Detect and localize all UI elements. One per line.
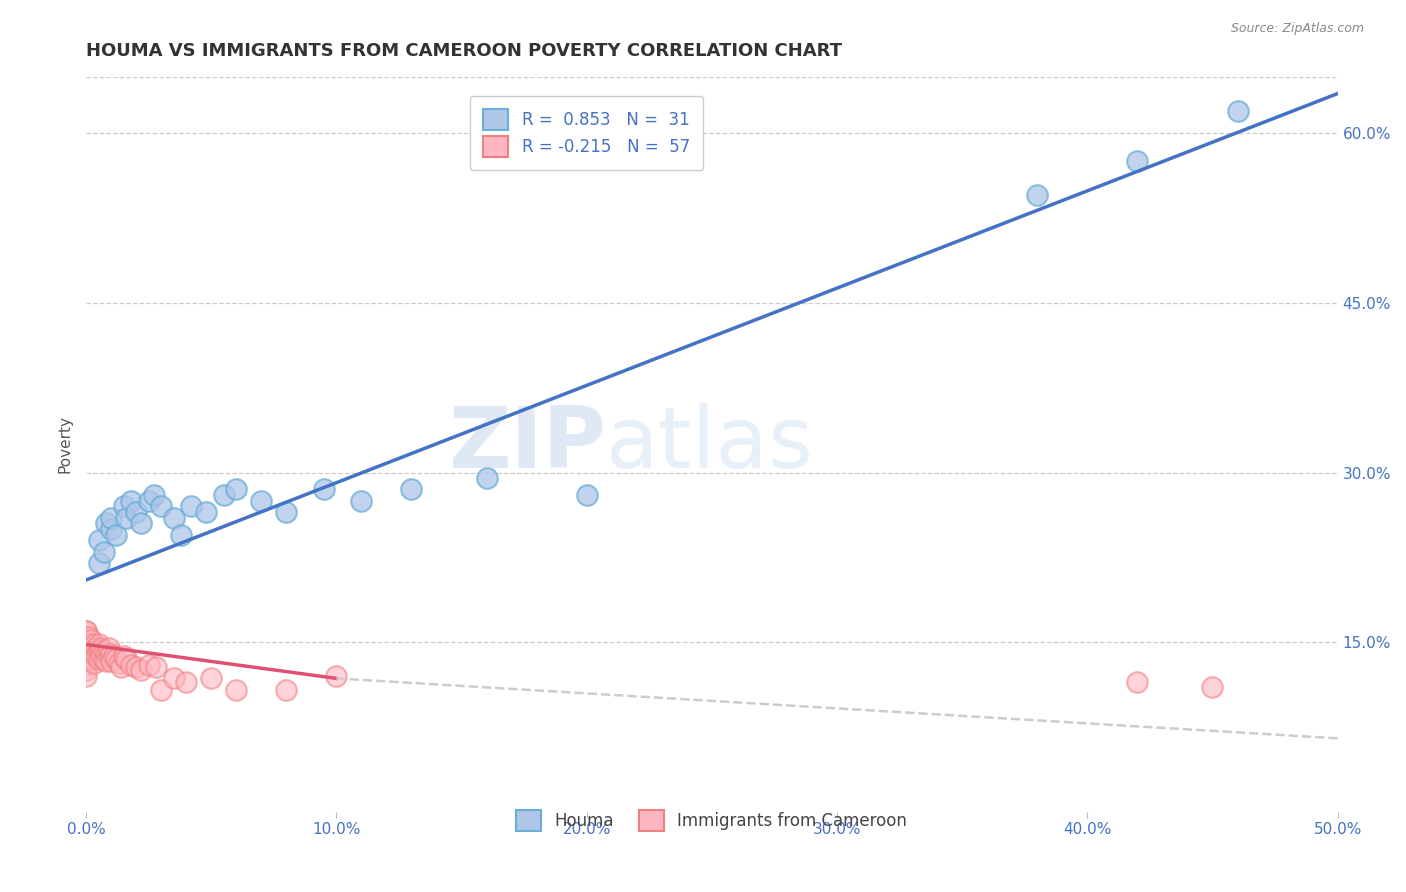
Point xyxy=(84,648,107,663)
Point xyxy=(112,500,135,514)
Point xyxy=(75,669,97,683)
Point xyxy=(112,648,135,663)
Point xyxy=(195,505,218,519)
Point xyxy=(75,630,97,644)
Point xyxy=(125,505,148,519)
Point xyxy=(107,656,129,670)
Point xyxy=(129,516,152,531)
Point xyxy=(115,510,138,524)
Point xyxy=(1026,188,1049,202)
Y-axis label: Poverty: Poverty xyxy=(58,416,72,474)
Point xyxy=(100,647,122,661)
Text: HOUMA VS IMMIGRANTS FROM CAMEROON POVERTY CORRELATION CHART: HOUMA VS IMMIGRANTS FROM CAMEROON POVERT… xyxy=(86,42,842,60)
Point xyxy=(80,652,103,666)
Point xyxy=(75,640,97,655)
Point xyxy=(350,493,373,508)
Point xyxy=(90,640,112,655)
Point xyxy=(212,488,235,502)
Text: atlas: atlas xyxy=(606,402,814,486)
Text: ZIP: ZIP xyxy=(447,402,606,486)
Point xyxy=(83,656,105,670)
Point xyxy=(75,657,97,672)
Point xyxy=(75,635,97,649)
Point xyxy=(105,527,128,541)
Point xyxy=(142,488,165,502)
Point xyxy=(100,510,122,524)
Point xyxy=(75,635,97,649)
Point xyxy=(75,664,97,678)
Point xyxy=(163,672,186,686)
Point xyxy=(150,682,173,697)
Point xyxy=(1126,154,1149,169)
Point xyxy=(75,624,97,638)
Point xyxy=(94,647,117,661)
Point xyxy=(83,647,105,661)
Point xyxy=(145,660,167,674)
Point xyxy=(120,493,142,508)
Point xyxy=(129,664,152,678)
Point xyxy=(75,640,97,655)
Point xyxy=(97,640,120,655)
Point xyxy=(87,556,110,570)
Point xyxy=(87,637,110,651)
Point xyxy=(83,637,105,651)
Point xyxy=(77,637,100,651)
Point xyxy=(94,655,117,669)
Point xyxy=(93,544,115,558)
Point xyxy=(575,488,598,502)
Point xyxy=(77,648,100,663)
Point xyxy=(276,505,298,519)
Point xyxy=(250,493,273,508)
Point xyxy=(97,648,120,663)
Point xyxy=(125,660,148,674)
Point xyxy=(84,640,107,655)
Point xyxy=(120,657,142,672)
Text: Source: ZipAtlas.com: Source: ZipAtlas.com xyxy=(1230,22,1364,36)
Point xyxy=(1201,681,1223,695)
Point xyxy=(225,483,247,497)
Point xyxy=(94,516,117,531)
Point xyxy=(312,483,335,497)
Point xyxy=(475,471,498,485)
Point xyxy=(75,624,97,638)
Point xyxy=(115,652,138,666)
Point xyxy=(93,652,115,666)
Point xyxy=(100,522,122,536)
Point xyxy=(401,483,423,497)
Point xyxy=(1226,103,1249,118)
Point xyxy=(180,500,202,514)
Point xyxy=(1126,674,1149,689)
Point xyxy=(90,648,112,663)
Point xyxy=(110,660,132,674)
Point xyxy=(150,500,173,514)
Point xyxy=(138,657,160,672)
Point xyxy=(80,632,103,647)
Point xyxy=(80,640,103,655)
Point xyxy=(100,655,122,669)
Point xyxy=(200,672,222,686)
Point xyxy=(87,652,110,666)
Point xyxy=(170,527,193,541)
Point xyxy=(105,652,128,666)
Point xyxy=(93,644,115,658)
Point xyxy=(325,669,347,683)
Point xyxy=(103,648,125,663)
Point xyxy=(138,493,160,508)
Point xyxy=(75,647,97,661)
Point xyxy=(77,644,100,658)
Point xyxy=(276,682,298,697)
Point xyxy=(225,682,247,697)
Point xyxy=(163,510,186,524)
Legend: Houma, Immigrants from Cameroon: Houma, Immigrants from Cameroon xyxy=(503,797,921,844)
Point xyxy=(87,533,110,548)
Point xyxy=(87,644,110,658)
Point xyxy=(174,674,197,689)
Point xyxy=(75,652,97,666)
Point xyxy=(77,630,100,644)
